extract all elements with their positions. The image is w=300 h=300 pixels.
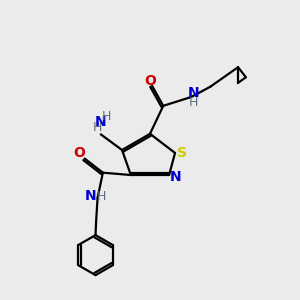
Text: H: H: [92, 121, 102, 134]
Text: N: N: [188, 86, 200, 100]
Text: O: O: [145, 74, 157, 88]
Text: H: H: [96, 190, 106, 203]
Text: N: N: [170, 170, 182, 184]
Text: N: N: [95, 115, 106, 129]
Text: H: H: [101, 110, 111, 123]
Text: S: S: [176, 146, 187, 160]
Text: N: N: [84, 189, 96, 203]
Text: O: O: [73, 146, 85, 160]
Text: H: H: [189, 96, 198, 110]
